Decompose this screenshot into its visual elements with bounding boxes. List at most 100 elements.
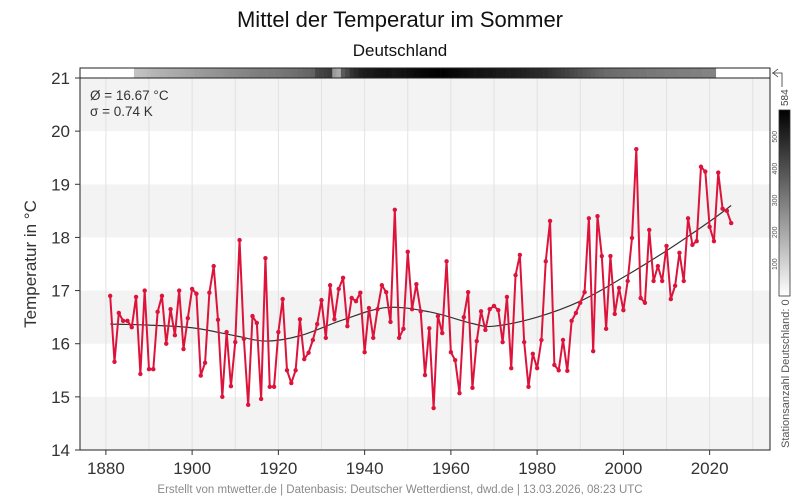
station-strip-cell xyxy=(642,68,648,78)
data-point xyxy=(465,289,471,295)
colorbar-label: Stationsanzahl Deutschland: 0 xyxy=(780,299,792,448)
station-strip-cell xyxy=(293,68,299,78)
data-point xyxy=(422,372,428,378)
station-strip-cell xyxy=(444,68,450,78)
x-tick-label: 1980 xyxy=(518,459,556,478)
data-point xyxy=(207,290,212,295)
data-point xyxy=(181,346,186,352)
station-strip-cell xyxy=(289,68,294,78)
station-strip-cell xyxy=(108,68,113,78)
station-strip-cell xyxy=(362,68,368,78)
station-strip-cell xyxy=(530,68,536,78)
mean-annotation: Ø = 16.67 °C xyxy=(90,88,169,103)
data-point xyxy=(371,335,376,341)
y-tick-label: 19 xyxy=(51,175,70,194)
x-tick-label: 1960 xyxy=(432,459,470,478)
data-point xyxy=(332,317,337,322)
data-point xyxy=(543,259,548,264)
station-strip-cell xyxy=(569,68,575,78)
station-strip-cell xyxy=(120,68,126,78)
data-point xyxy=(582,289,587,295)
station-strip-cell xyxy=(509,68,514,78)
data-point xyxy=(112,359,117,364)
station-strip-cell xyxy=(573,68,579,78)
data-point xyxy=(414,281,419,287)
data-point xyxy=(120,318,126,324)
band xyxy=(80,396,770,450)
data-point xyxy=(500,339,505,345)
station-strip-cell xyxy=(668,68,674,78)
station-strip-cell xyxy=(340,68,346,78)
data-point xyxy=(319,297,324,303)
station-strip-cell xyxy=(599,68,605,78)
data-point xyxy=(478,309,484,314)
station-strip-cell xyxy=(612,68,618,78)
data-point xyxy=(724,208,730,214)
data-point xyxy=(483,327,488,333)
vertical-gridlines xyxy=(105,78,754,450)
station-strip-cell xyxy=(672,68,678,78)
data-point xyxy=(457,390,462,396)
station-strip-cell xyxy=(586,68,592,78)
station-strip-cell xyxy=(177,68,182,78)
data-point xyxy=(293,368,298,373)
band xyxy=(80,184,770,238)
data-point xyxy=(392,207,398,212)
station-strip-cell xyxy=(302,68,307,78)
station-strip-cell xyxy=(625,68,631,78)
data-point xyxy=(659,278,665,284)
station-strip-cell xyxy=(694,68,700,78)
station-strip-cell xyxy=(716,68,721,78)
data-point xyxy=(461,314,467,320)
data-point xyxy=(314,321,320,327)
station-strip-cell xyxy=(189,68,195,78)
chart-subtitle: Deutschland xyxy=(353,41,448,60)
x-tick-label: 1900 xyxy=(173,459,211,478)
station-strip-cell xyxy=(254,68,260,78)
data-point xyxy=(668,296,674,302)
station-strip-cell xyxy=(427,68,432,78)
station-strip-cell xyxy=(474,68,480,78)
data-point xyxy=(176,288,182,293)
x-tick-label: 1920 xyxy=(259,459,297,478)
station-strip-cell xyxy=(457,68,462,78)
data-point xyxy=(267,384,272,389)
data-point xyxy=(306,350,311,355)
data-point xyxy=(517,252,523,258)
data-point xyxy=(655,263,661,269)
data-point xyxy=(470,385,475,391)
station-strip-cell xyxy=(319,68,324,78)
data-point xyxy=(418,309,423,314)
station-strip-cell xyxy=(500,68,506,78)
colorbar-max-label: 584 xyxy=(780,89,791,106)
station-strip-cell xyxy=(513,68,519,78)
data-point xyxy=(547,218,553,224)
station-strip-cell xyxy=(396,68,402,78)
station-strip-cell xyxy=(310,68,316,78)
station-strip-cell xyxy=(681,68,687,78)
station-strip-cell xyxy=(258,68,264,78)
x-tick-label: 1880 xyxy=(87,459,125,478)
data-point xyxy=(496,308,501,313)
data-point xyxy=(379,283,385,288)
station-strip-cell xyxy=(280,68,286,78)
data-point xyxy=(539,337,544,343)
data-point xyxy=(224,329,229,335)
station-strip-cell xyxy=(379,68,385,78)
station-strip-cell xyxy=(690,68,695,78)
station-strip-cell xyxy=(155,68,161,78)
station-strip-cell xyxy=(237,68,243,78)
station-strip-cell xyxy=(401,68,406,78)
data-point xyxy=(431,405,436,411)
data-point xyxy=(168,306,173,312)
data-point xyxy=(211,263,216,269)
data-point xyxy=(366,305,372,311)
station-strip-cell xyxy=(634,68,639,78)
station-strip-cell xyxy=(198,68,204,78)
data-point xyxy=(383,289,389,295)
data-point xyxy=(258,396,264,402)
station-colorbar: 100 200 300 400 500 584 Stationsanzahl Deuts… xyxy=(772,68,792,448)
data-point xyxy=(116,310,122,316)
data-point xyxy=(345,323,350,329)
station-strip-cell xyxy=(194,68,199,78)
